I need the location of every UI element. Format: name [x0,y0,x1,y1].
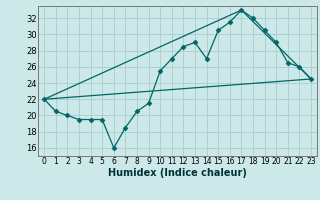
X-axis label: Humidex (Indice chaleur): Humidex (Indice chaleur) [108,168,247,178]
